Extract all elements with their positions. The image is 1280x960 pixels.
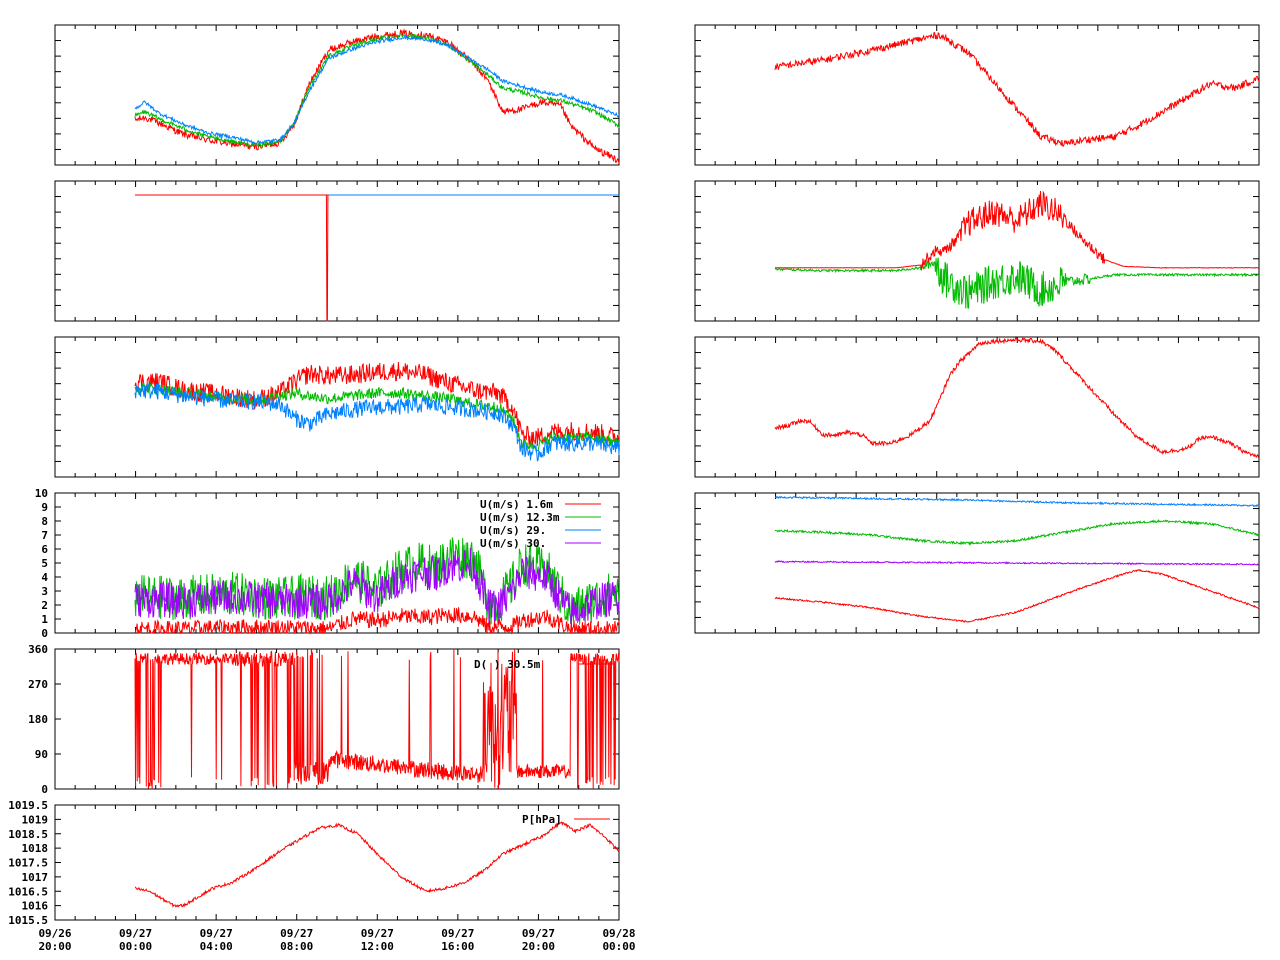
y-tick-label: 1019 [22,813,49,826]
y-tick-label: 1017 [22,871,49,884]
plot-frame-left6 [54,804,620,921]
series-line-right2-0 [774,257,1260,309]
x-tick-label-date: 09/28 [602,927,635,940]
plot-frame-right3 [694,336,1260,478]
y-tick-label: 7 [41,529,48,542]
x-tick-label-date: 09/27 [361,927,394,940]
x-tick-label-date: 09/27 [522,927,555,940]
x-tick-label-time: 08:00 [280,940,313,953]
y-tick-label: 6 [41,543,48,556]
plot-frame-right2 [694,180,1260,322]
y-tick-label: 5 [41,557,48,570]
series-line-left1-0 [134,28,620,164]
x-tick-label-date: 09/27 [280,927,313,940]
x-tick-label-date: 09/27 [441,927,474,940]
y-tick-label: 4 [41,571,48,584]
series-line-left1-1 [134,32,620,148]
legend-label: D( ) 30.5m [474,658,541,671]
series-line-right4-0 [774,495,1260,508]
legend-label: U(m/s) 29. [480,524,546,537]
series-line-right4-2 [774,560,1259,566]
x-tick-label-time: 04:00 [200,940,233,953]
x-tick-label-date: 09/27 [119,927,152,940]
x-tick-label-time: 20:00 [38,940,71,953]
x-tick-label-time: 00:00 [602,940,635,953]
y-tick-label: 0 [41,627,48,640]
x-tick-label-time: 20:00 [522,940,555,953]
y-tick-label: 180 [28,713,48,726]
series-line-left3-1 [134,381,620,452]
plot-frame-right1 [694,24,1260,166]
legend-label: U(m/s) 1.6m [480,498,553,511]
y-tick-label: 1018.5 [8,828,48,841]
plot-frame-left2 [54,180,620,322]
y-tick-label: 1016.5 [8,885,48,898]
y-tick-label: 1019.5 [8,799,48,812]
x-tick-label-time: 00:00 [119,940,152,953]
series-line-left2-1 [135,194,329,322]
y-tick-label: 0 [41,783,48,796]
y-tick-label: 10 [35,487,48,500]
plot-frame-left3 [54,336,620,478]
series-line-right3-0 [774,337,1260,459]
x-tick-label-date: 09/27 [200,927,233,940]
plot-frame-right4 [694,492,1260,634]
y-tick-label: 1017.5 [8,857,48,870]
y-tick-label: 270 [28,678,48,691]
series-line-left3-2 [134,382,620,462]
y-tick-label: 360 [28,643,48,656]
legend-label: U(m/s) 12.3m [480,511,560,524]
y-tick-label: 8 [41,515,48,528]
plot-frame-left1 [54,24,620,166]
series-line-right4-1 [774,519,1260,546]
y-tick-label: 1015.5 [8,914,48,927]
series-line-right4-3 [774,569,1260,623]
y-tick-label: 1018 [22,842,49,855]
y-tick-label: 90 [35,748,48,761]
series-line-left4-2 [134,607,620,635]
y-tick-label: 9 [41,501,48,514]
legend-label: P[hPa] [522,813,562,826]
legend-label: U(m/s) 30. [480,537,546,550]
series-line-left5-0 [134,649,620,790]
y-tick-label: 2 [41,599,48,612]
series-line-right2-1 [775,190,1260,272]
series-line-right1-0 [774,31,1260,148]
x-tick-label-time: 16:00 [441,940,474,953]
series-line-left4-1 [134,547,620,629]
y-tick-label: 1016 [22,900,49,913]
y-tick-label: 1 [41,613,48,626]
series-line-left1-2 [134,34,620,145]
y-tick-label: 3 [41,585,48,598]
x-tick-label-time: 12:00 [361,940,394,953]
series-line-left6-0 [135,821,620,909]
x-tick-label-date: 09/26 [38,927,71,940]
